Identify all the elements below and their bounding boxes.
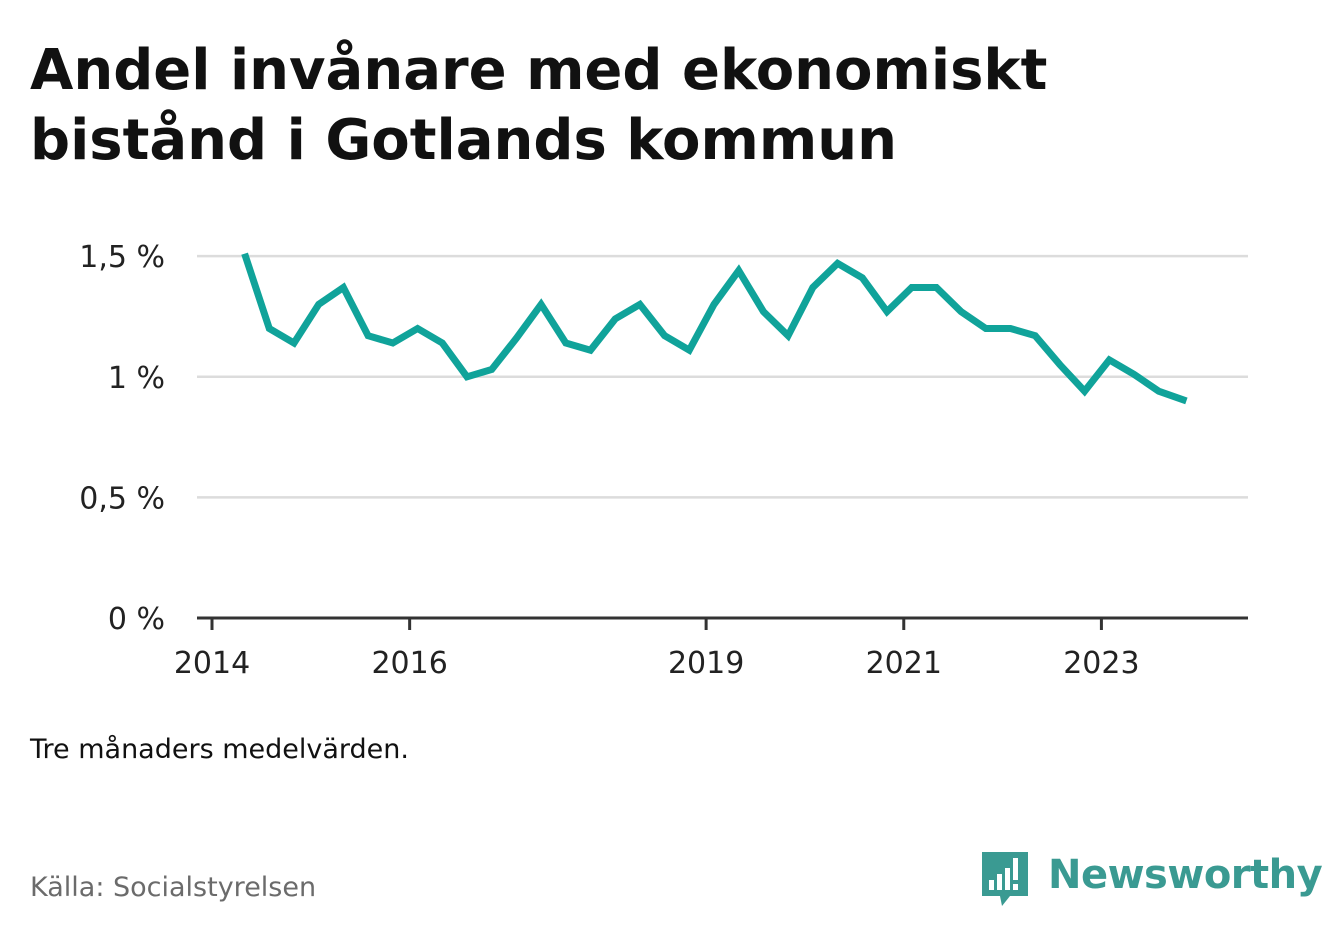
series-line [241, 252, 1188, 405]
chart-title-line-2: bistånd i Gotlands kommun [30, 108, 897, 173]
x-tick-label: 2019 [668, 646, 744, 681]
x-tick-label: 2016 [371, 646, 447, 681]
chart-title-line-1: Andel invånare med ekonomiskt [30, 38, 1048, 103]
x-tick-label: 2021 [866, 646, 942, 681]
y-tick-label: 0,5 % [79, 481, 165, 516]
line-chart: 0 % 0,5 % 1 % 1,5 % 2014 2016 2019 2021 2023 [79, 240, 1248, 681]
brand-name: Newsworthy [1048, 852, 1322, 898]
chart-title: Andel invånare med ekonomiskt bistånd i … [30, 36, 1230, 176]
x-tick-label: 2014 [174, 646, 250, 681]
y-tick-label: 1,5 % [79, 240, 165, 275]
chart-note: Tre månaders medelvärden. [30, 734, 409, 765]
y-tick-label: 0 % [108, 602, 165, 637]
newsworthy-logo-icon [982, 852, 1028, 906]
x-tick-label: 2023 [1063, 646, 1139, 681]
y-tick-label: 1 % [108, 361, 165, 396]
source-text: Källa: Socialstyrelsen [30, 872, 317, 903]
